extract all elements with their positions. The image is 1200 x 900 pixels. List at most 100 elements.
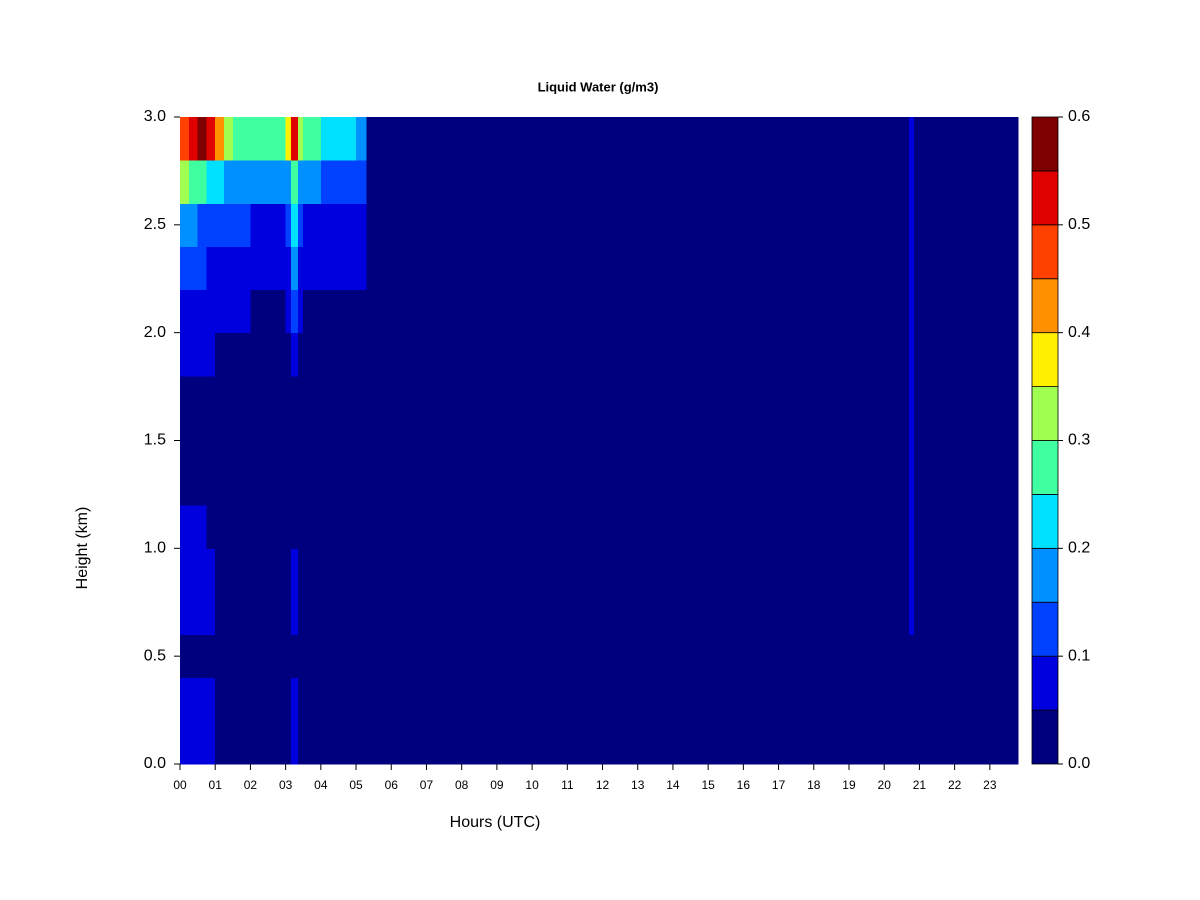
heatmap-cell xyxy=(285,418,292,463)
heatmap-cell xyxy=(366,548,910,592)
heatmap-cell xyxy=(197,160,207,204)
heatmap-cell xyxy=(197,591,207,636)
heatmap-cell xyxy=(914,160,1019,204)
heatmap-cell xyxy=(356,505,368,549)
colorbar-tick-label: 0.4 xyxy=(1068,324,1090,341)
heatmap-cell xyxy=(338,634,357,679)
heatmap-cell xyxy=(320,332,339,377)
heatmap-cell xyxy=(285,289,292,334)
colorbar-band xyxy=(1031,494,1059,549)
heatmap-cell xyxy=(303,677,322,722)
heatmap-cell xyxy=(908,203,915,247)
heatmap-cell xyxy=(188,117,199,161)
heatmap-cell xyxy=(180,375,190,420)
heatmap-cell xyxy=(320,117,339,161)
heatmap-cell xyxy=(908,505,915,549)
heatmap-cell xyxy=(356,720,368,765)
heatmap-cell xyxy=(224,160,234,204)
heatmap-cell xyxy=(297,160,304,204)
heatmap-cell xyxy=(366,332,910,377)
heatmap-cell xyxy=(366,634,910,679)
heatmap-cell xyxy=(914,418,1019,463)
heatmap-cell xyxy=(356,246,368,291)
heatmap-cell xyxy=(206,677,216,722)
heatmap-cell xyxy=(215,375,225,420)
heatmap-cell xyxy=(206,720,216,765)
heatmap-cell xyxy=(914,117,1019,161)
heatmap-cell xyxy=(338,203,357,247)
heatmap-cell xyxy=(908,246,915,291)
heatmap-cell xyxy=(197,332,207,377)
heatmap-cell xyxy=(320,548,339,592)
heatmap-cell xyxy=(197,634,207,679)
heatmap-cell xyxy=(914,246,1019,291)
x-tick-label: 20 xyxy=(878,778,892,792)
heatmap-cell xyxy=(356,332,368,377)
heatmap-cell xyxy=(250,203,269,247)
heatmap-cell xyxy=(250,375,269,420)
x-tick-label: 06 xyxy=(385,778,399,792)
heatmap-cell xyxy=(197,720,207,765)
heatmap-cell xyxy=(297,591,304,636)
heatmap-cell xyxy=(215,720,225,765)
heatmap-cell xyxy=(188,289,199,334)
heatmap-cell xyxy=(188,677,199,722)
heatmap-cell xyxy=(224,548,234,592)
heatmap-cell xyxy=(320,375,339,420)
heatmap-cell xyxy=(180,677,190,722)
x-tick-label: 13 xyxy=(631,778,645,792)
heatmap-cell xyxy=(206,289,216,334)
heatmap-cell xyxy=(290,203,299,247)
x-tick-label: 02 xyxy=(244,778,258,792)
heatmap-cell xyxy=(338,591,357,636)
heatmap-cell xyxy=(232,548,251,592)
heatmap-cell xyxy=(250,289,269,334)
heatmap-cell xyxy=(250,160,269,204)
heatmap-cell xyxy=(290,677,299,722)
heatmap-cell xyxy=(366,375,910,420)
heatmap-cell xyxy=(268,203,287,247)
heatmap-cell xyxy=(224,289,234,334)
heatmap-cell xyxy=(320,505,339,549)
heatmap-cell xyxy=(250,720,269,765)
colorbar-band xyxy=(1031,547,1059,603)
heatmap-cell xyxy=(268,418,287,463)
heatmap-cell xyxy=(303,462,322,506)
heatmap-cell xyxy=(285,462,292,506)
x-tick-label: 23 xyxy=(983,778,997,792)
heatmap-cell xyxy=(320,677,339,722)
heatmap-cell xyxy=(232,203,251,247)
heatmap-cell xyxy=(290,634,299,679)
heatmap-cell xyxy=(320,203,339,247)
heatmap-cell xyxy=(303,634,322,679)
heatmap-cell xyxy=(224,117,234,161)
heatmap-cell xyxy=(180,418,190,463)
y-tick-label: 1.0 xyxy=(144,540,166,557)
heatmap-cell xyxy=(206,332,216,377)
heatmap-cell xyxy=(188,548,199,592)
heatmap-cell xyxy=(206,246,216,291)
y-axis-label: Height (km) xyxy=(74,507,91,590)
heatmap-cell xyxy=(290,160,299,204)
heatmap-cell xyxy=(232,418,251,463)
heatmap-cell xyxy=(338,505,357,549)
x-tick-label: 09 xyxy=(490,778,504,792)
colorbar-band xyxy=(1031,709,1059,765)
heatmap-cell xyxy=(290,289,299,334)
heatmap-cell xyxy=(908,548,915,592)
heatmap-cell xyxy=(356,634,368,679)
heatmap-cell xyxy=(356,418,368,463)
heatmap-cell xyxy=(224,375,234,420)
heatmap-cell xyxy=(908,634,915,679)
heatmap-cell xyxy=(206,418,216,463)
heatmap-cell xyxy=(215,160,225,204)
heatmap-cell xyxy=(224,677,234,722)
heatmap-cell xyxy=(180,289,190,334)
heatmap-cell xyxy=(338,418,357,463)
heatmap-cell xyxy=(268,548,287,592)
heatmap-cell xyxy=(914,677,1019,722)
heatmap-cell xyxy=(197,375,207,420)
heatmap-cell xyxy=(290,246,299,291)
heatmap-cell xyxy=(303,289,322,334)
